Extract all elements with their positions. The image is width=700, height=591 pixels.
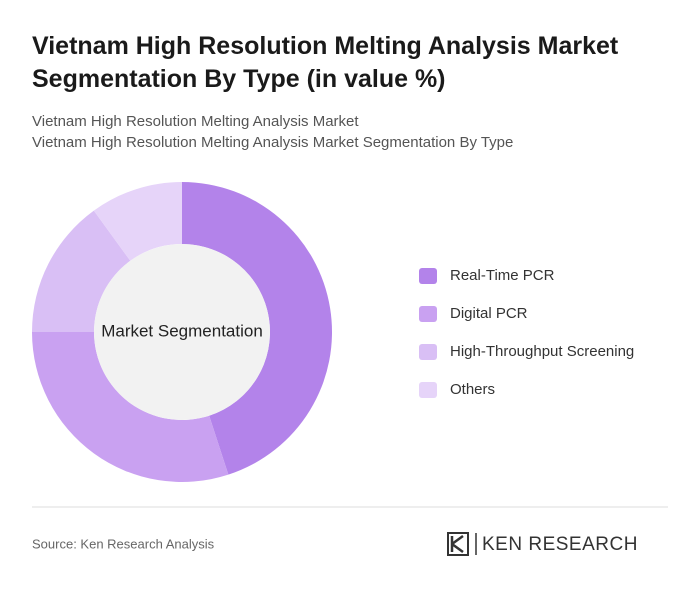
legend-label: High-Throughput Screening bbox=[450, 343, 634, 360]
brand: KEN RESEARCH bbox=[482, 534, 638, 555]
center-label: Market Segmentation bbox=[101, 321, 263, 340]
donut-center bbox=[94, 244, 270, 420]
slice bbox=[182, 182, 333, 475]
chart-title: Vietnam High Resolution Melting Analysis… bbox=[32, 32, 619, 93]
subtitle: Vietnam High Resolution Melting Analysis… bbox=[32, 113, 359, 130]
legend-swatch bbox=[419, 306, 437, 322]
legend-swatch bbox=[419, 382, 437, 398]
legend-swatch bbox=[419, 268, 437, 284]
legend-label: Others bbox=[450, 381, 495, 398]
slice bbox=[32, 332, 229, 482]
slice bbox=[93, 182, 182, 261]
logo-icon bbox=[447, 532, 477, 556]
legend-label: Real-Time PCR bbox=[450, 267, 555, 284]
source: Source: Ken Research Analysis bbox=[32, 536, 215, 551]
legend-label: Digital PCR bbox=[450, 305, 528, 322]
legend-swatch bbox=[419, 344, 437, 360]
slice bbox=[32, 210, 131, 332]
subtitle: Vietnam High Resolution Melting Analysis… bbox=[32, 134, 514, 151]
